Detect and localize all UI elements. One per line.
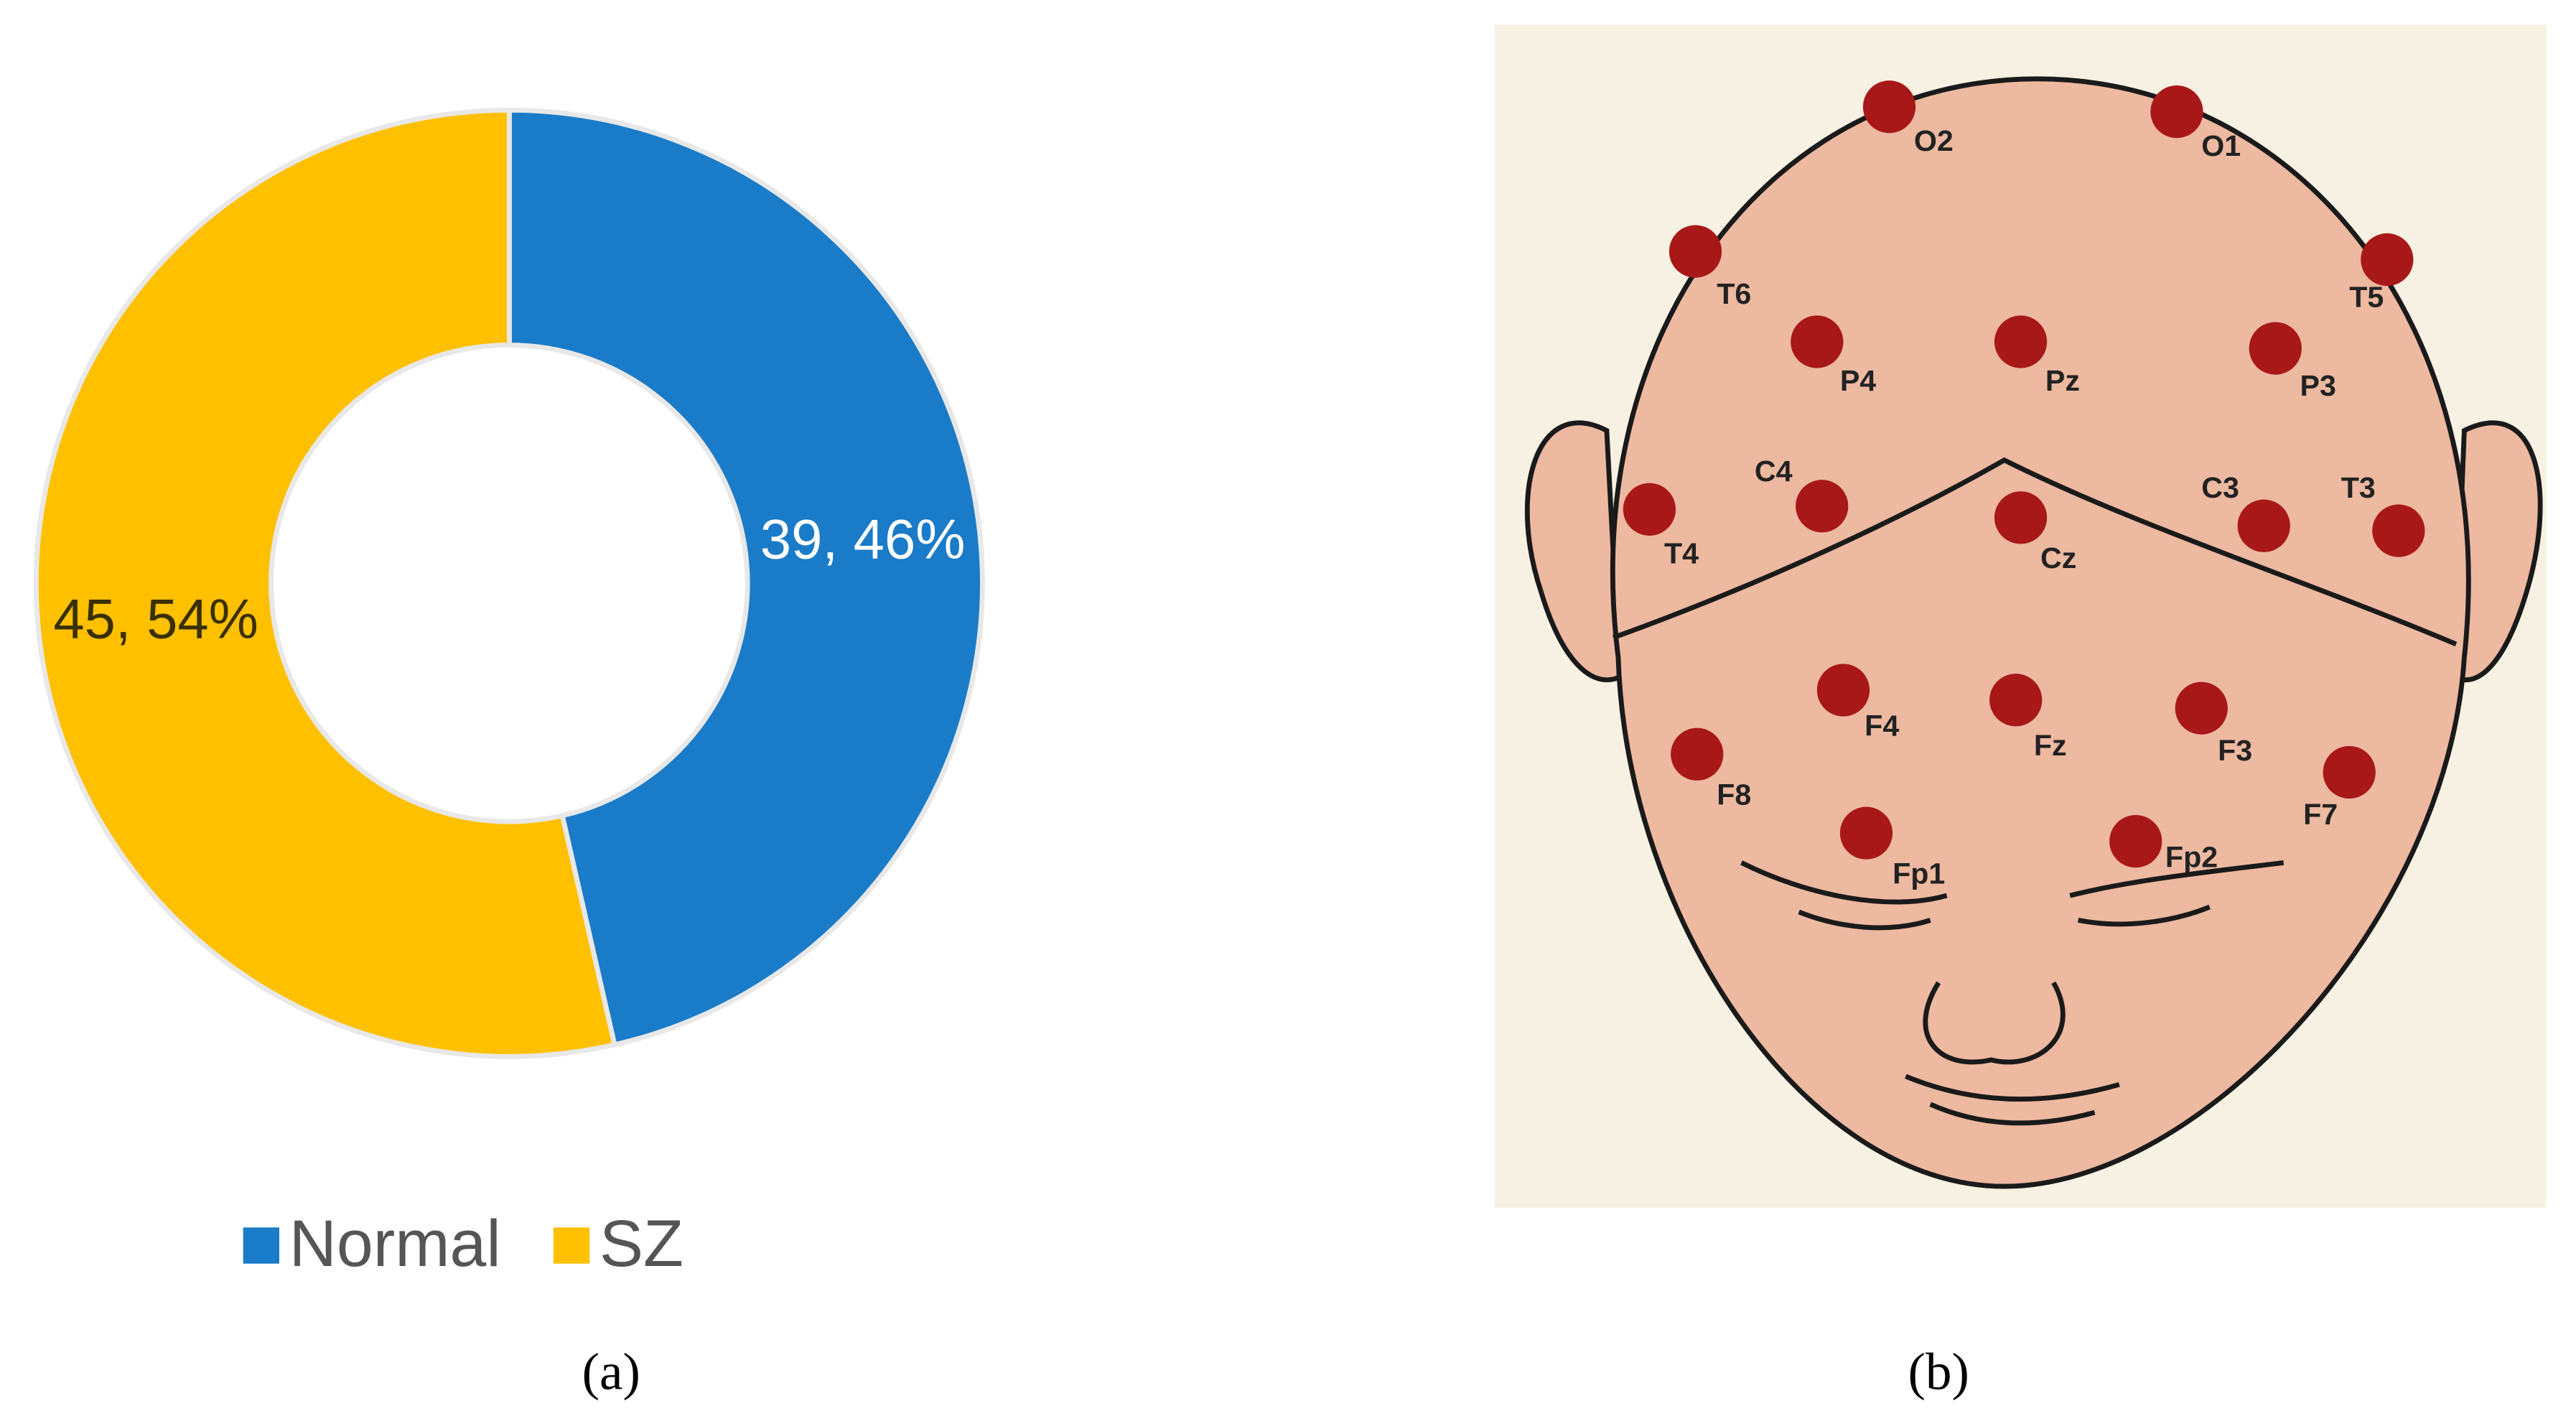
electrode-label: Cz (2040, 541, 2076, 574)
chin-line (1929, 1102, 2096, 1126)
electrode (2361, 233, 2414, 287)
legend-swatch (553, 1227, 590, 1264)
electrode-label: F4 (1865, 709, 1899, 743)
donut-segment (506, 107, 985, 1048)
face-lines (1612, 457, 2458, 1126)
cap-line (1612, 457, 2458, 647)
electrode-label: Fp2 (2165, 841, 2218, 874)
electrode (2249, 322, 2302, 375)
electrode (1816, 664, 1870, 717)
electrode-label: F7 (2303, 798, 2338, 831)
electrode (2109, 814, 2162, 868)
electrode (1791, 315, 1844, 368)
electrode (1989, 674, 2043, 727)
legend-label: Normal (289, 1207, 501, 1280)
mouth (1905, 1074, 2120, 1102)
electrode-label: O2 (1914, 124, 1954, 157)
right-eye-lower (2077, 904, 2211, 927)
legend-swatch (243, 1227, 280, 1264)
electrode-label: F3 (2218, 734, 2252, 767)
electrode (1994, 315, 2048, 368)
electrode-label: T6 (1717, 277, 1751, 310)
right-eye (2069, 860, 2285, 898)
nose (1923, 981, 2066, 1065)
electrode-label: P4 (1840, 364, 1876, 397)
data-label: 39, 46% (760, 508, 965, 570)
electrode (1839, 806, 1893, 860)
electrode-label: O1 (2201, 129, 2241, 162)
electrode (2237, 499, 2290, 552)
electrode-label: T5 (2349, 280, 2384, 313)
electrode-label: T3 (2341, 471, 2376, 504)
electrode (2323, 745, 2376, 799)
electrode-label: Fz (2034, 729, 2067, 762)
left-eye-lower (1798, 909, 1931, 931)
electrode (2175, 681, 2228, 735)
electrode-label: T4 (1664, 536, 1699, 569)
electrode (1796, 480, 1849, 533)
donut-segment (33, 107, 618, 1059)
electrode (1669, 225, 1722, 278)
electrode (2372, 504, 2425, 557)
electrode-label: Fp1 (1893, 857, 1945, 890)
right-ear (2452, 420, 2543, 683)
electrode-label: C3 (2201, 471, 2239, 504)
electrode-label: C4 (1755, 455, 1793, 488)
electrode-label: F8 (1717, 778, 1751, 811)
left-ear (1524, 420, 1623, 683)
electrode-label: P3 (2300, 369, 2336, 402)
caption: (b) (1908, 1342, 1969, 1400)
electrode (1623, 483, 1676, 536)
data-label: 45, 54% (53, 588, 258, 650)
legend-label: SZ (599, 1207, 683, 1280)
electrode (2150, 85, 2203, 139)
electrode (1671, 727, 1724, 781)
caption: (a) (582, 1342, 640, 1400)
electrode (1862, 80, 1916, 134)
electrode (1994, 491, 2048, 544)
electrode-label: Pz (2045, 364, 2080, 397)
left-eye (1740, 860, 1948, 905)
